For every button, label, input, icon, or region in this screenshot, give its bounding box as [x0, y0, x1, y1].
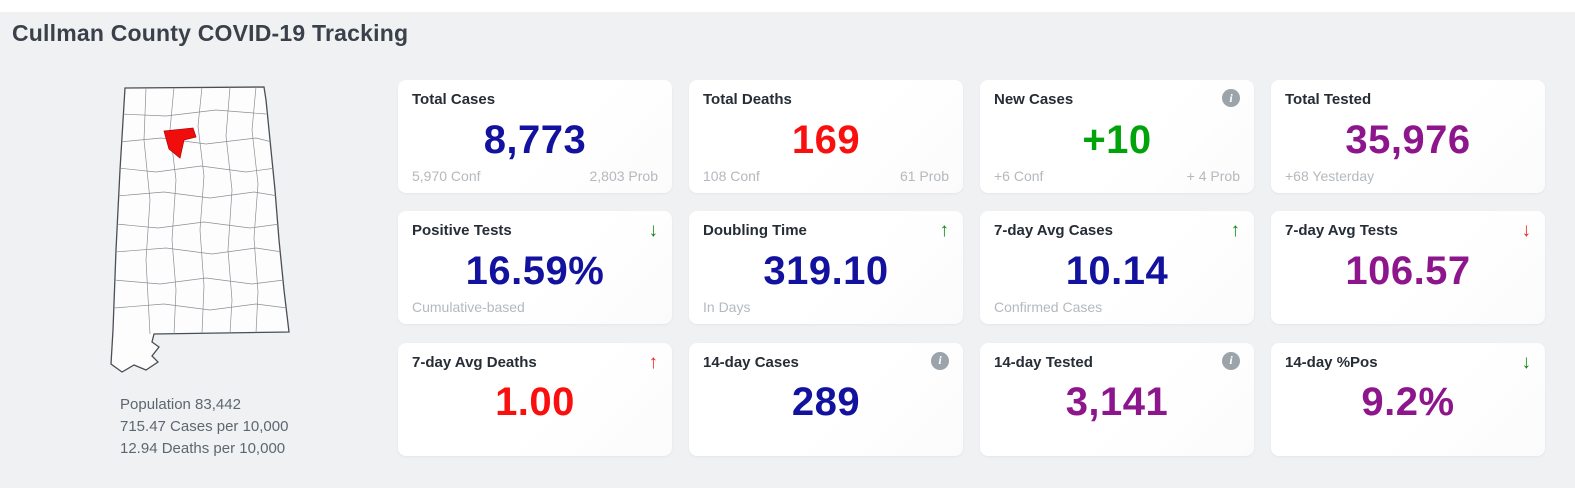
card-value: 289: [791, 380, 861, 425]
card-title: Doubling Time: [703, 222, 807, 240]
county-stats: Population 83,442 715.47 Cases per 10,00…: [120, 394, 398, 459]
card-title: 7-day Avg Tests: [1285, 222, 1398, 240]
card-footer-right: 2,803 Prob: [589, 168, 659, 184]
card-footer-left: +68 Yesterday: [1285, 168, 1375, 184]
info-icon[interactable]: i: [1222, 351, 1240, 370]
stat-card-14day-tested: 14-day Tested i 3,141: [980, 342, 1254, 456]
trend-down-icon: ↓: [648, 220, 659, 242]
card-value: 319.10: [763, 248, 889, 293]
stat-card-total-tested: Total Tested 35,976 +68 Yesterday: [1271, 80, 1545, 193]
card-value: 169: [791, 117, 861, 162]
card-footer-left: +6 Conf: [994, 168, 1044, 184]
trend-up-icon: ↑: [939, 220, 950, 242]
card-footer-left: In Days: [703, 299, 751, 316]
page-title: Cullman County COVID-19 Tracking: [12, 20, 409, 46]
card-value: 35,976: [1345, 117, 1471, 162]
info-icon[interactable]: i: [931, 351, 949, 370]
stat-card-14day-cases: 14-day Cases i 289: [689, 342, 963, 456]
stat-card-positive-tests: Positive Tests ↓ 16.59% Cumulative-based: [398, 211, 672, 325]
stat-card-14day-pct-pos: 14-day %Pos ↓ 9.2%: [1271, 342, 1545, 456]
card-title: 14-day %Pos: [1285, 353, 1378, 371]
card-title: 14-day Tested: [994, 353, 1093, 371]
card-value: 1.00: [495, 380, 575, 425]
card-title: 7-day Avg Deaths: [412, 353, 537, 371]
card-value: 3,141: [1065, 380, 1169, 425]
card-value: +10: [1082, 117, 1152, 162]
card-value: 16.59%: [465, 248, 605, 293]
stat-cards-grid: Total Cases 8,773 5,970 Conf 2,803 Prob …: [398, 80, 1545, 459]
card-footer-left: 108 Conf: [703, 168, 760, 184]
trend-up-icon: ↑: [648, 351, 659, 373]
population-stat: Population 83,442: [120, 396, 241, 413]
card-value: 9.2%: [1361, 380, 1455, 425]
card-footer-right: 61 Prob: [899, 168, 949, 184]
stat-card-new-cases: New Cases i +10 +6 Conf + 4 Prob: [980, 80, 1254, 193]
alabama-map-svg: [110, 86, 290, 373]
stat-card-7day-avg-tests: 7-day Avg Tests ↓ 106.57: [1271, 211, 1545, 325]
card-title: Total Cases: [412, 91, 496, 108]
stat-card-total-deaths: Total Deaths 169 108 Conf 61 Prob: [689, 80, 963, 193]
card-title: 14-day Cases: [703, 353, 799, 371]
county-lines: [113, 87, 288, 335]
card-value: 106.57: [1345, 248, 1471, 293]
stat-card-7day-avg-cases: 7-day Avg Cases ↑ 10.14 Confirmed Cases: [980, 211, 1254, 325]
trend-up-icon: ↑: [1230, 220, 1241, 242]
deaths-rate-stat: 12.94 Deaths per 10,000: [120, 439, 286, 457]
card-footer-left: 5,970 Conf: [412, 168, 481, 184]
card-title: Positive Tests: [412, 222, 512, 240]
stat-card-doubling-time: Doubling Time ↑ 319.10 In Days: [689, 211, 963, 325]
cullman-county-highlight[interactable]: [163, 127, 197, 159]
card-footer-left: Confirmed Cases: [994, 299, 1103, 316]
card-footer-right: + 4 Prob: [1186, 168, 1240, 184]
card-value: 8,773: [483, 117, 587, 162]
card-title: Total Tested: [1285, 91, 1372, 108]
card-title: 7-day Avg Cases: [994, 222, 1113, 240]
trend-down-icon: ↓: [1521, 351, 1532, 373]
trend-down-icon: ↓: [1521, 220, 1532, 242]
card-title: New Cases: [994, 91, 1074, 108]
card-footer-left: Cumulative-based: [412, 299, 525, 316]
alabama-county-map: [100, 80, 312, 380]
map-panel: Population 83,442 715.47 Cases per 10,00…: [0, 80, 398, 459]
top-strip: [0, 0, 1575, 12]
stat-card-total-cases: Total Cases 8,773 5,970 Conf 2,803 Prob: [398, 80, 672, 193]
info-icon[interactable]: i: [1222, 89, 1240, 107]
card-title: Total Deaths: [703, 91, 792, 108]
card-value: 10.14: [1065, 248, 1169, 293]
dashboard-main: Population 83,442 715.47 Cases per 10,00…: [0, 80, 1575, 459]
stat-card-7day-avg-deaths: 7-day Avg Deaths ↑ 1.00: [398, 342, 672, 456]
cases-rate-stat: 715.47 Cases per 10,000: [120, 417, 289, 435]
